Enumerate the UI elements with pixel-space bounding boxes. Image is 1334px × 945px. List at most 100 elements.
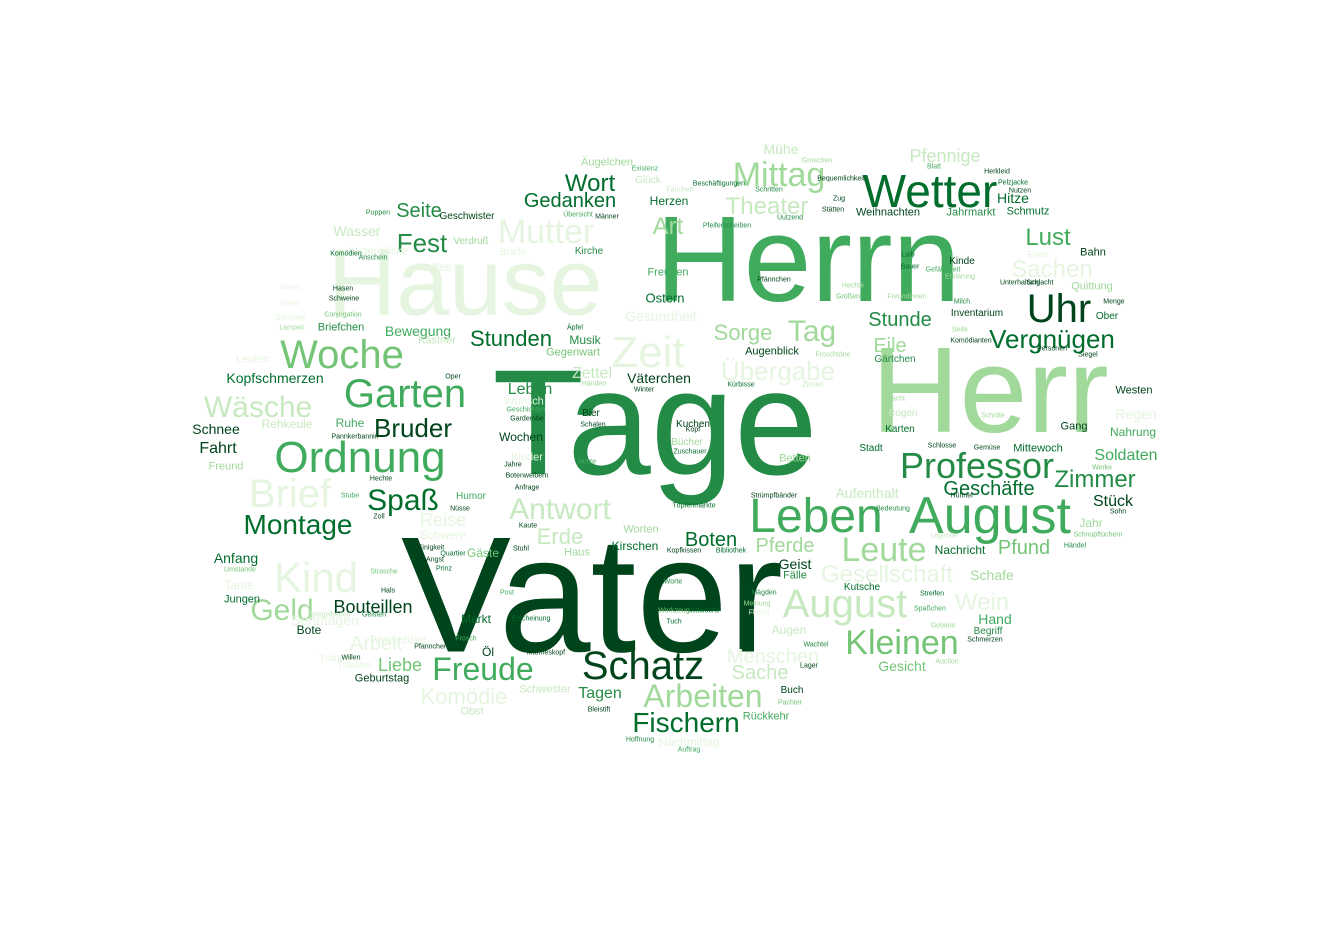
- cloud-word: Soldaten: [1094, 447, 1158, 464]
- cloud-word: Aufenthalt: [835, 485, 899, 501]
- cloud-word: Ostern: [645, 290, 685, 306]
- cloud-word: Menschen: [726, 646, 820, 668]
- cloud-word: Stunde: [868, 309, 932, 331]
- cloud-word: Garten: [343, 372, 467, 416]
- cloud-word: Obst: [460, 705, 484, 718]
- cloud-word: Schnee: [192, 421, 240, 437]
- cloud-word: Existenz: [631, 165, 659, 173]
- cloud-word: Kind: [273, 554, 359, 601]
- cloud-word: Schwere: [419, 528, 467, 542]
- cloud-word: Kopfschmerzen: [226, 370, 324, 386]
- cloud-word: Leute: [841, 531, 927, 569]
- cloud-word: Schnupftüchern: [1073, 531, 1123, 539]
- cloud-word: Gemüse: [973, 444, 1001, 452]
- cloud-word: Hals: [380, 587, 396, 595]
- cloud-word: Sonne: [279, 284, 301, 292]
- cloud-word: Gesicht: [878, 658, 926, 674]
- cloud-word: Gesundheit: [625, 308, 697, 324]
- cloud-word: Quittung: [1071, 280, 1113, 293]
- cloud-word: Personen: [1037, 345, 1067, 353]
- cloud-word: Stube: [340, 492, 360, 500]
- cloud-word: Wachtel: [803, 641, 829, 649]
- cloud-word: Hoffnung: [625, 736, 655, 744]
- cloud-word: Lampen: [279, 324, 305, 332]
- cloud-word: Stuhl: [513, 545, 529, 553]
- cloud-word: Herkleid: [984, 168, 1010, 176]
- cloud-word: Botenweibern: [505, 472, 549, 480]
- cloud-word: Wein: [954, 589, 1010, 616]
- cloud-word: Fahrt: [199, 440, 237, 457]
- cloud-word: Pelzjacke: [998, 179, 1028, 187]
- cloud-word: Hand: [978, 611, 1012, 627]
- cloud-word: Leuten: [236, 353, 270, 366]
- cloud-word: Tränen: [319, 653, 351, 664]
- cloud-word: Freuden: [647, 266, 689, 279]
- cloud-word: Bier: [582, 408, 600, 419]
- cloud-word: Gesellschaft: [820, 561, 954, 588]
- cloud-word: Zinsen: [802, 381, 824, 389]
- cloud-word: Post: [499, 589, 515, 597]
- cloud-word: Bahn: [1080, 246, 1106, 259]
- cloud-word: Bücher: [671, 437, 703, 448]
- cloud-word: Angst: [426, 556, 444, 564]
- cloud-word: Antwort: [509, 493, 611, 526]
- cloud-word: Seite: [396, 200, 442, 222]
- cloud-word: Tante: [224, 578, 254, 592]
- cloud-word: Bequemlichkeit: [817, 175, 865, 183]
- cloud-word: Wasser: [333, 223, 381, 239]
- cloud-word: Vergnügen: [989, 324, 1115, 354]
- cloud-word: Quartier: [440, 550, 466, 558]
- cloud-word: Manneskopf: [526, 649, 566, 657]
- cloud-word: Verdruß: [453, 236, 489, 247]
- cloud-word: Winter: [633, 386, 655, 394]
- cloud-word: Bibliothek: [715, 547, 747, 555]
- cloud-word: Geld: [250, 594, 314, 627]
- cloud-word: Humor: [455, 491, 487, 502]
- cloud-word: Menge: [1103, 298, 1125, 306]
- cloud-word: Glück: [635, 175, 661, 186]
- cloud-word: Freude: [432, 651, 534, 687]
- cloud-word: Auftrag: [677, 746, 701, 754]
- cloud-word: Hasen: [332, 285, 354, 293]
- cloud-word: Spiegelbeden: [307, 611, 351, 619]
- cloud-word: Nutze: [577, 458, 597, 466]
- cloud-word: Anschein: [358, 254, 388, 262]
- cloud-word: Ober: [1095, 311, 1119, 322]
- cloud-word: Pfennige: [909, 146, 981, 166]
- cloud-word: Tage: [492, 338, 818, 506]
- cloud-word: Geist: [778, 556, 812, 572]
- cloud-word: Zimmer: [1054, 466, 1136, 493]
- cloud-word: Bogen: [888, 408, 918, 419]
- cloud-word: Karten: [885, 424, 915, 435]
- cloud-word: Kleinen: [845, 624, 959, 662]
- cloud-word: Nüsse: [450, 505, 470, 513]
- cloud-word: Bauer: [900, 263, 920, 271]
- cloud-word: Willen: [341, 654, 361, 662]
- cloud-word: Haus: [564, 546, 590, 559]
- cloud-word: Stück: [1092, 493, 1134, 510]
- cloud-word: Legende: [930, 532, 958, 540]
- cloud-word: Pacht: [887, 395, 905, 403]
- cloud-word: Mittwoche: [688, 607, 720, 615]
- cloud-word: Bleistift: [587, 706, 611, 714]
- cloud-word: Schritten: [755, 186, 783, 194]
- cloud-word: Ordnung: [274, 433, 446, 482]
- cloud-word: Händen: [581, 380, 607, 388]
- cloud-word: Freund: [208, 460, 244, 473]
- cloud-word: Sachen: [1011, 256, 1093, 283]
- cloud-word: Gegenwart: [546, 346, 600, 359]
- cloud-word: Zoll: [373, 513, 385, 521]
- cloud-word: Lust: [1025, 224, 1071, 251]
- cloud-word: Vorschlag: [373, 633, 427, 647]
- cloud-word: Buch: [780, 685, 804, 696]
- cloud-word: Lager: [800, 662, 818, 670]
- cloud-word: Hause: [327, 229, 603, 336]
- cloud-word: Träume: [336, 660, 372, 671]
- cloud-word: Inventarium: [950, 308, 1004, 319]
- cloud-word: Prinz: [436, 565, 452, 573]
- cloud-word: Augenblicke: [348, 245, 408, 258]
- cloud-word: Mägden: [751, 589, 777, 597]
- cloud-word: Ruhe: [335, 416, 365, 430]
- cloud-word: Meinung: [743, 600, 771, 608]
